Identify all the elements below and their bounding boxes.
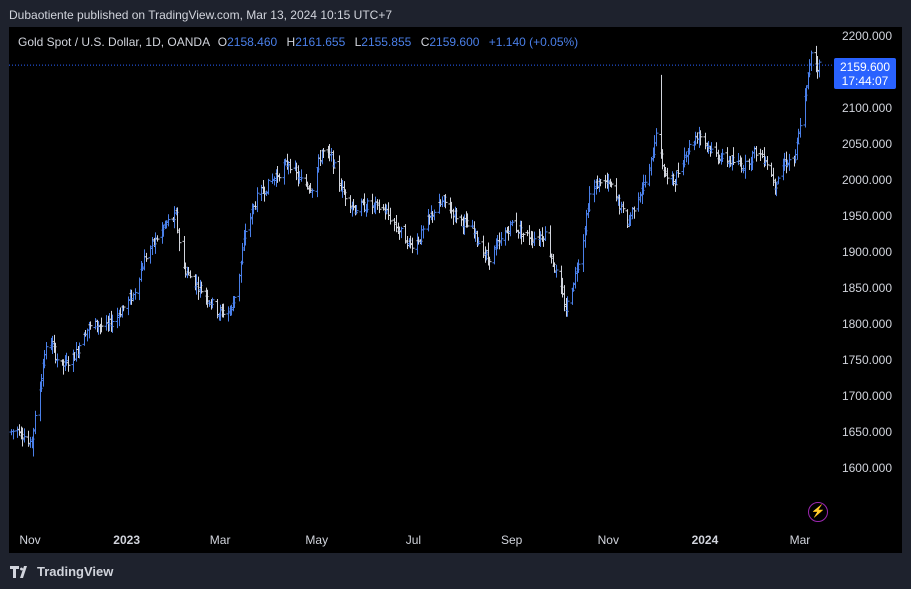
y-tick-label: 1900.000 — [842, 245, 892, 259]
symbol-legend: Gold Spot / U.S. Dollar, 1D, OANDA O2158… — [18, 35, 578, 49]
y-tick-label: 1700.000 — [842, 389, 892, 403]
y-tick-label: 2100.000 — [842, 101, 892, 115]
high-value: 2161.655 — [295, 35, 346, 49]
y-tick-label: 1750.000 — [842, 353, 892, 367]
x-tick-label: Nov — [19, 533, 40, 547]
y-tick-label: 2000.000 — [842, 173, 892, 187]
open-label: O — [217, 35, 228, 49]
tradingview-logo-icon — [10, 565, 27, 578]
y-tick-label: 1950.000 — [842, 209, 892, 223]
low-value: 2155.855 — [361, 35, 412, 49]
y-tick-label: 1850.000 — [842, 281, 892, 295]
y-tick-label: 2200.000 — [842, 29, 892, 43]
close-label: C — [420, 35, 430, 49]
publish-info: Dubaotiente published on TradingView.com… — [9, 8, 393, 22]
close-value: 2159.600 — [429, 35, 480, 49]
high-label: H — [286, 35, 296, 49]
last-price-badge: 2159.600 17:44:07 — [834, 58, 896, 89]
open-value: 2158.460 — [227, 35, 278, 49]
y-tick-label: 2050.000 — [842, 137, 892, 151]
y-tick-label: 1800.000 — [842, 317, 892, 331]
tradingview-brand[interactable]: TradingView — [10, 564, 113, 579]
brand-label: TradingView — [37, 564, 114, 579]
symbol-name: Gold Spot / U.S. Dollar, 1D, OANDA — [18, 35, 210, 49]
low-label: L — [354, 35, 362, 49]
change-value: +1.140 (+0.05%) — [488, 35, 579, 49]
lightning-icon[interactable]: ⚡ — [808, 502, 828, 522]
x-tick-label: Sep — [501, 533, 523, 547]
top-bar: Dubaotiente published on TradingView.com… — [0, 0, 911, 27]
x-tick-label: 2023 — [113, 533, 140, 547]
x-tick-label: Nov — [598, 533, 619, 547]
x-tick-label: Mar — [210, 533, 231, 547]
x-tick-label: Mar — [790, 533, 811, 547]
last-price-value: 2159.600 — [839, 60, 891, 74]
x-tick-label: May — [305, 533, 328, 547]
y-tick-label: 1600.000 — [842, 461, 892, 475]
x-tick-label: 2024 — [692, 533, 719, 547]
x-tick-label: Jul — [406, 533, 421, 547]
chart-pane[interactable]: 2200.0002150.0002100.0002050.0002000.000… — [9, 27, 902, 553]
y-tick-label: 1650.000 — [842, 425, 892, 439]
footer-bar: TradingView — [0, 553, 911, 589]
countdown-value: 17:44:07 — [841, 74, 889, 88]
price-chart[interactable]: 2200.0002150.0002100.0002050.0002000.000… — [9, 27, 902, 553]
